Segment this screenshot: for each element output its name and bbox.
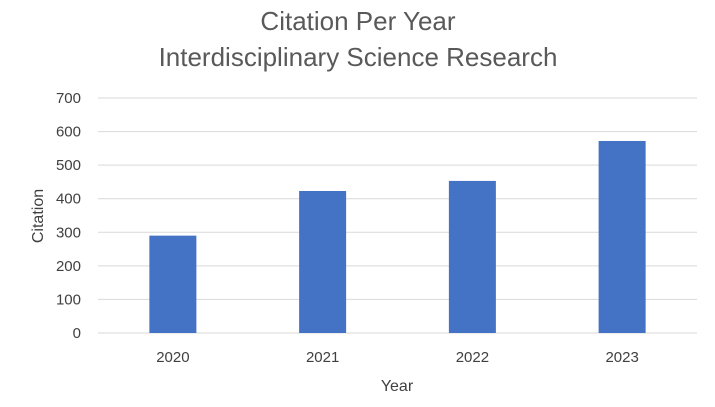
y-tick-label: 0 [73, 325, 81, 342]
x-tick-label: 2020 [156, 349, 189, 366]
y-axis-ticks: 0 100 200 300 400 500 600 700 [56, 90, 81, 342]
chart-title: Citation Per Year [260, 6, 455, 36]
x-tick-label: 2022 [456, 349, 489, 366]
bar-2021 [299, 190, 347, 333]
gridlines [98, 97, 697, 334]
y-tick-label: 100 [56, 291, 81, 308]
bar-2022 [448, 180, 496, 333]
bars [149, 140, 646, 333]
y-axis-title: Citation [30, 189, 47, 243]
x-axis-ticks: 2020 2021 2022 2023 [156, 349, 639, 366]
y-tick-label: 300 [56, 224, 81, 241]
chart-subtitle: Interdisciplinary Science Research [159, 42, 558, 72]
y-tick-label: 400 [56, 191, 81, 208]
y-tick-label: 600 [56, 124, 81, 141]
x-axis-title: Year [381, 378, 414, 395]
y-tick-label: 200 [56, 258, 81, 275]
y-tick-label: 500 [56, 157, 81, 174]
y-tick-label: 700 [56, 90, 81, 107]
bar-2023 [598, 140, 646, 333]
bar-2020 [149, 235, 197, 333]
x-tick-label: 2021 [306, 349, 339, 366]
x-tick-label: 2023 [605, 349, 638, 366]
